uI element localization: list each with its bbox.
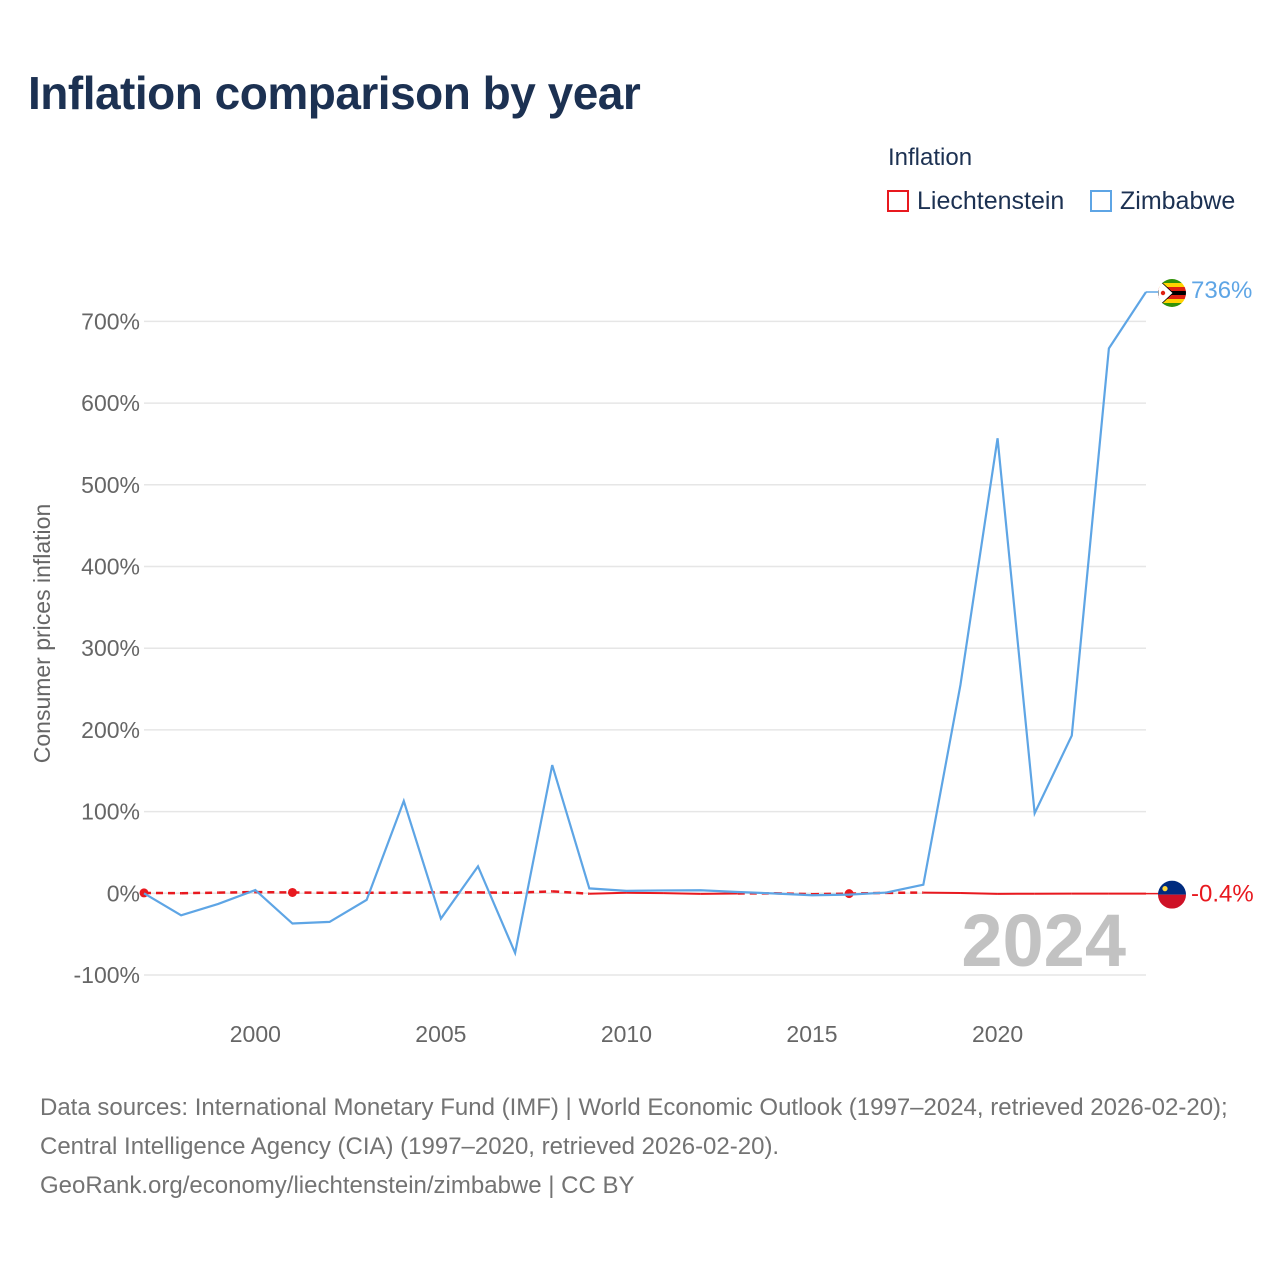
- x-tick-label: 2010: [601, 1021, 652, 1047]
- y-tick-label: 200%: [81, 717, 140, 743]
- legend-swatch-liechtenstein: [887, 190, 909, 212]
- zimbabwe-flag-icon: [1158, 279, 1186, 307]
- flag-band-red: [1158, 894, 1186, 909]
- y-tick-label: 100%: [81, 799, 140, 825]
- flag-stripe: [1158, 283, 1186, 288]
- series-segment-liechtenstein: [589, 891, 627, 895]
- legend-label-zimbabwe: Zimbabwe: [1120, 186, 1236, 215]
- end-label-zimbabwe: 736%: [1191, 277, 1252, 304]
- chart-title: Inflation comparison by year: [28, 67, 641, 119]
- y-tick-label: 300%: [81, 635, 140, 661]
- footer: Data sources: International Monetary Fun…: [40, 1088, 1250, 1205]
- flag-stripe: [1158, 295, 1186, 300]
- year-watermark: 2024: [961, 899, 1126, 982]
- legend-swatch-zimbabwe: [1090, 190, 1112, 212]
- flag-triangle: [1158, 279, 1174, 307]
- legend-label-liechtenstein: Liechtenstein: [917, 186, 1065, 215]
- legend-item-liechtenstein[interactable]: Liechtenstein: [887, 186, 1064, 216]
- x-tick-label: 2000: [230, 1021, 281, 1047]
- data-point-liechtenstein: [287, 887, 297, 897]
- flag-star: [1160, 290, 1166, 296]
- line-chart: -100% 0% 100% 200% 300% 400% 500% 600% 700% 2000 2…: [29, 277, 1254, 1047]
- flag-stripe: [1158, 299, 1186, 304]
- x-tick-label: 2005: [415, 1021, 466, 1047]
- y-tick-label: 600%: [81, 390, 140, 416]
- flag-stripe: [1158, 303, 1186, 307]
- source-url-text: GeoRank.org/economy/liechtenstein/zimbab…: [40, 1172, 635, 1199]
- series-segment-liechtenstein: [181, 891, 219, 895]
- legend-title: Inflation: [888, 144, 973, 171]
- series-line-zimbabwe: [143, 291, 1147, 957]
- flag-crown: [1162, 886, 1168, 892]
- series-segment-liechtenstein: [552, 890, 590, 895]
- series-segment-liechtenstein: [663, 892, 701, 895]
- x-tick-label: 2020: [972, 1021, 1023, 1047]
- data-sources-text: Data sources: International Monetary Fun…: [40, 1094, 1228, 1160]
- x-tick-label: 2015: [786, 1021, 837, 1047]
- legend-item-zimbabwe[interactable]: Zimbabwe: [1090, 186, 1235, 216]
- end-label-liechtenstein: -0.4%: [1191, 881, 1254, 908]
- flag-stripe: [1158, 287, 1186, 292]
- y-tick-label: 700%: [81, 308, 140, 334]
- flag-band-blue: [1158, 880, 1186, 895]
- y-tick-label: 400%: [81, 554, 140, 580]
- y-tick-label: 500%: [81, 472, 140, 498]
- flag-stripe: [1158, 279, 1186, 284]
- liechtenstein-flag-icon: [1158, 880, 1186, 909]
- y-tick-label: -100%: [74, 962, 140, 988]
- y-tick-label: 0%: [107, 880, 140, 906]
- series-segment-liechtenstein: [515, 890, 553, 894]
- series-segment-liechtenstein: [960, 891, 998, 895]
- y-axis-title: Consumer prices inflation: [29, 504, 55, 764]
